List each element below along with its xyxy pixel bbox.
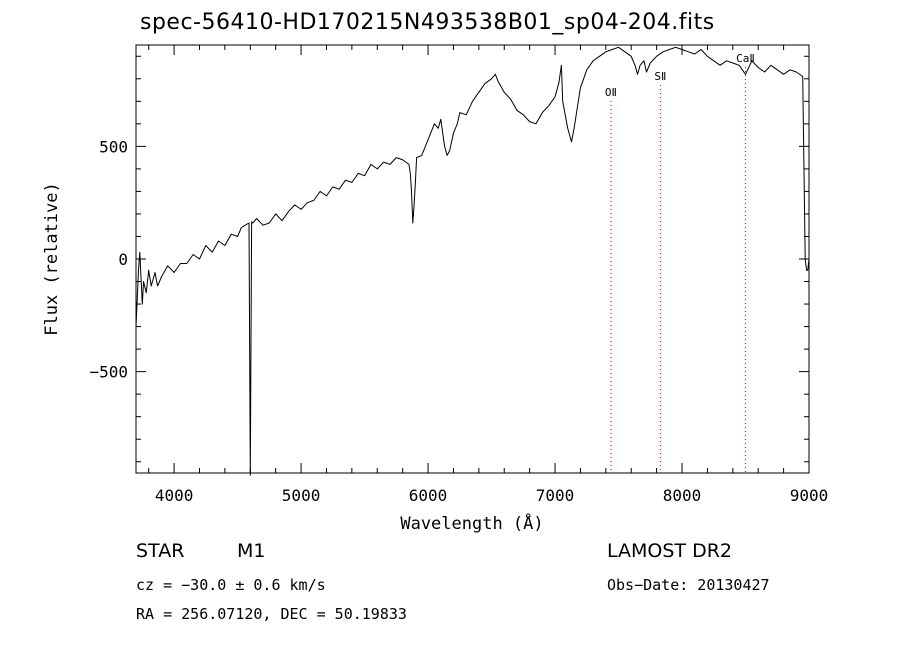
- axis-ticks: 4000 5000 6000 7000 8000 9000 −500 0 500: [89, 45, 828, 505]
- x-tick-label: 8000: [663, 486, 702, 505]
- plot-frame: [135, 44, 810, 474]
- chart-title: spec-56410-HD170215N493538B01_sp04-204.f…: [140, 10, 715, 35]
- spectral-line-label: OⅡ: [605, 86, 617, 99]
- object-class: STAR: [136, 540, 185, 562]
- object-subclass: M1: [237, 540, 266, 562]
- line-markers: OⅡ SⅡ CaⅡ: [605, 52, 755, 473]
- x-tick-label: 9000: [790, 486, 829, 505]
- obs-date: Obs−Date: 20130427: [607, 576, 770, 594]
- flux-series-line: [135, 46, 810, 476]
- survey-name: LAMOST DR2: [607, 540, 732, 562]
- y-axis-label: Flux (relative): [42, 182, 62, 336]
- y-tick-label: 500: [99, 137, 128, 156]
- x-tick-label: 4000: [155, 486, 194, 505]
- spectral-line-label: SⅡ: [654, 70, 666, 83]
- y-tick-label: −500: [89, 363, 128, 382]
- y-tick-label: 0: [118, 250, 128, 269]
- x-tick-label: 5000: [282, 486, 321, 505]
- x-axis-label: Wavelength (Å): [400, 512, 543, 534]
- spectral-line-label: CaⅡ: [736, 52, 755, 65]
- ra-dec-coordinates: RA = 256.07120, DEC = 50.19833: [136, 605, 407, 623]
- redshift-value: cz = −30.0 ± 0.6 km/s: [136, 576, 326, 594]
- x-tick-label: 6000: [409, 486, 448, 505]
- x-tick-label: 7000: [536, 486, 575, 505]
